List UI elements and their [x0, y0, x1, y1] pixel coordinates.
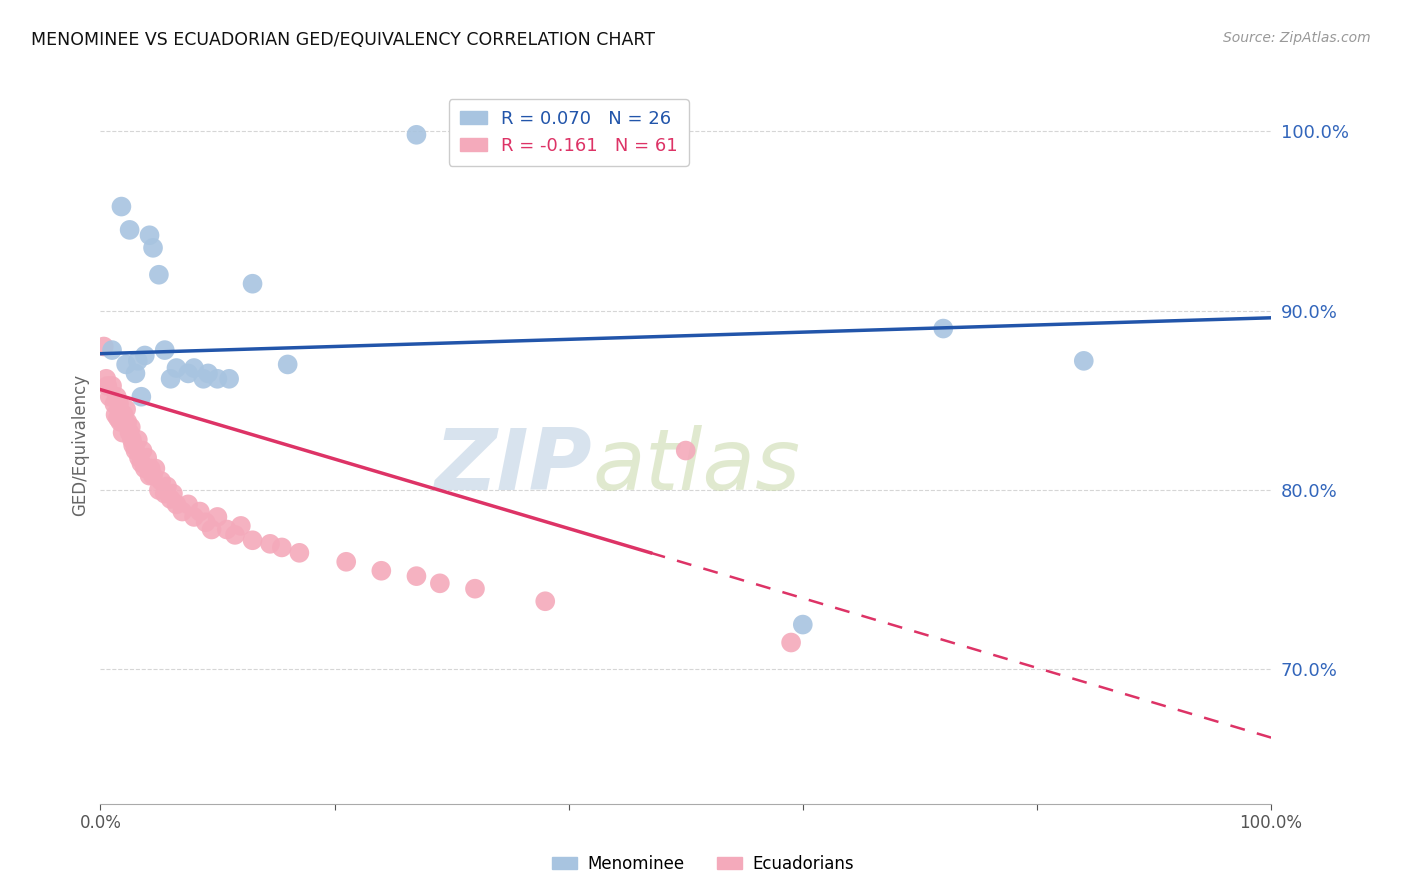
Point: [111, 425, 134, 440]
Point: [96, 372, 118, 386]
Point: [96, 379, 118, 393]
Point: [136, 450, 159, 465]
Point: [200, 523, 222, 537]
Point: [792, 617, 814, 632]
Point: [207, 510, 229, 524]
Point: [131, 456, 153, 470]
Point: [1073, 354, 1095, 368]
Point: [110, 411, 132, 425]
Point: [156, 479, 179, 493]
Point: [215, 523, 238, 537]
Point: [142, 468, 165, 483]
Point: [183, 361, 205, 376]
Point: [150, 474, 173, 488]
Point: [464, 582, 486, 596]
Point: [115, 358, 138, 372]
Point: [138, 228, 160, 243]
Point: [177, 367, 200, 381]
Point: [229, 519, 252, 533]
Point: [207, 372, 229, 386]
Point: [335, 555, 357, 569]
Point: [194, 516, 217, 530]
Point: [120, 420, 142, 434]
Point: [153, 343, 176, 357]
Point: [110, 415, 132, 429]
Point: [108, 397, 131, 411]
Point: [134, 349, 156, 363]
Point: [218, 372, 240, 386]
Point: [242, 277, 264, 291]
Point: [103, 397, 125, 411]
Point: [118, 425, 141, 440]
Point: [159, 491, 181, 506]
Point: [148, 483, 170, 497]
Text: Source: ZipAtlas.com: Source: ZipAtlas.com: [1223, 31, 1371, 45]
Point: [114, 415, 136, 429]
Point: [183, 510, 205, 524]
Point: [270, 541, 292, 555]
Point: [131, 443, 153, 458]
Point: [107, 411, 129, 425]
Point: [112, 408, 135, 422]
Point: [122, 438, 145, 452]
Point: [117, 415, 139, 429]
Point: [162, 486, 184, 500]
Point: [93, 339, 115, 353]
Point: [148, 268, 170, 282]
Point: [193, 372, 215, 386]
Point: [165, 361, 187, 376]
Point: [110, 200, 132, 214]
Point: [124, 443, 146, 458]
Point: [165, 497, 187, 511]
Point: [172, 504, 194, 518]
Y-axis label: GED/Equivalency: GED/Equivalency: [72, 374, 89, 516]
Point: [188, 504, 211, 518]
Point: [370, 564, 392, 578]
Point: [159, 372, 181, 386]
Point: [118, 223, 141, 237]
Point: [104, 408, 127, 422]
Point: [139, 461, 162, 475]
Point: [115, 402, 138, 417]
Point: [127, 433, 149, 447]
Point: [121, 433, 143, 447]
Point: [197, 367, 219, 381]
Point: [142, 241, 165, 255]
Text: atlas: atlas: [592, 425, 800, 508]
Point: [127, 354, 149, 368]
Point: [128, 450, 150, 465]
Point: [932, 321, 955, 335]
Text: MENOMINEE VS ECUADORIAN GED/EQUIVALENCY CORRELATION CHART: MENOMINEE VS ECUADORIAN GED/EQUIVALENCY …: [31, 31, 655, 49]
Legend: R = 0.070   N = 26, R = -0.161   N = 61: R = 0.070 N = 26, R = -0.161 N = 61: [449, 99, 689, 166]
Point: [131, 390, 153, 404]
Point: [177, 497, 200, 511]
Point: [429, 576, 451, 591]
Point: [259, 537, 281, 551]
Point: [101, 379, 124, 393]
Point: [98, 390, 121, 404]
Point: [534, 594, 557, 608]
Point: [780, 635, 803, 649]
Point: [242, 533, 264, 548]
Point: [405, 569, 427, 583]
Point: [277, 358, 299, 372]
Point: [145, 461, 167, 475]
Point: [138, 468, 160, 483]
Point: [105, 390, 128, 404]
Point: [124, 367, 146, 381]
Point: [224, 528, 246, 542]
Point: [288, 546, 311, 560]
Point: [101, 343, 124, 357]
Point: [134, 461, 156, 475]
Point: [405, 128, 427, 142]
Point: [675, 443, 697, 458]
Point: [153, 486, 176, 500]
Text: ZIP: ZIP: [434, 425, 592, 508]
Legend: Menominee, Ecuadorians: Menominee, Ecuadorians: [546, 848, 860, 880]
